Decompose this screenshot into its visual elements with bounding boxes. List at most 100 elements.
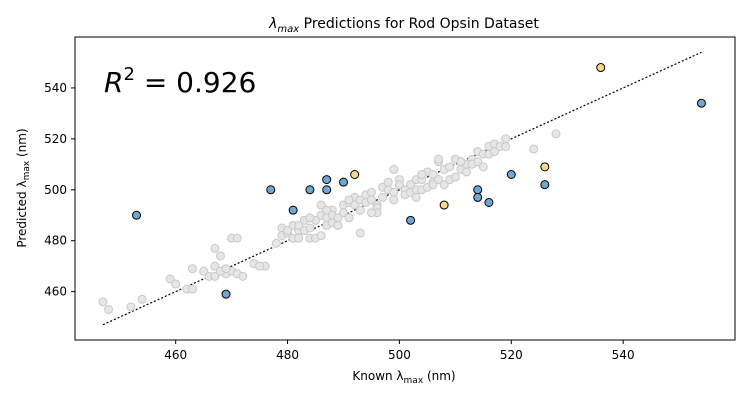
data-point-grey	[316, 200, 326, 210]
data-point-grey	[232, 233, 242, 243]
data-point-grey	[333, 220, 343, 230]
data-point-blue	[132, 210, 142, 220]
data-point-grey	[338, 208, 348, 218]
data-point-blue	[473, 192, 483, 202]
data-point-grey	[378, 192, 388, 202]
data-point-grey	[355, 228, 365, 238]
data-point-blue	[305, 185, 315, 195]
data-point-grey	[389, 187, 399, 197]
data-point-blue	[506, 169, 516, 179]
data-point-grey	[187, 264, 197, 274]
points-grey-series	[98, 129, 561, 314]
data-point-grey	[271, 238, 281, 248]
data-point-grey	[551, 129, 561, 139]
x-tick-label: 540	[612, 348, 635, 362]
data-point-grey	[428, 169, 438, 179]
data-point-yellow	[350, 169, 360, 179]
data-point-grey	[126, 302, 136, 312]
data-point-grey	[344, 195, 354, 205]
data-point-blue	[322, 185, 332, 195]
data-point-grey	[434, 154, 444, 164]
data-point-grey	[210, 243, 220, 253]
x-tick-label: 460	[164, 348, 187, 362]
data-point-grey	[316, 231, 326, 241]
data-point-grey	[501, 141, 511, 151]
data-point-yellow	[540, 162, 550, 172]
data-point-grey	[366, 187, 376, 197]
data-point-grey	[98, 297, 108, 307]
y-tick-label: 500	[44, 183, 67, 197]
data-point-grey	[350, 200, 360, 210]
chart-title: λmax Predictions for Rod Opsin Dataset	[268, 16, 539, 35]
data-point-grey	[238, 271, 248, 281]
data-point-grey	[428, 180, 438, 190]
x-axis-ticks: 460 480 500 520 540	[164, 340, 635, 362]
data-point-blue	[288, 205, 298, 215]
data-point-yellow	[596, 63, 606, 73]
y-tick-label: 540	[44, 81, 67, 95]
data-point-grey	[199, 266, 209, 276]
data-point-blue	[406, 215, 416, 225]
points-highlight-series	[132, 63, 706, 299]
data-point-grey	[439, 180, 449, 190]
x-tick-label: 500	[388, 348, 411, 362]
data-point-grey	[478, 162, 488, 172]
y-tick-label: 480	[44, 234, 67, 248]
data-point-grey	[394, 180, 404, 190]
data-point-grey	[294, 220, 304, 230]
data-point-grey	[366, 208, 376, 218]
data-point-grey	[529, 144, 539, 154]
x-tick-label: 520	[500, 348, 523, 362]
data-point-grey	[294, 233, 304, 243]
data-point-yellow	[439, 200, 449, 210]
data-point-grey	[255, 261, 265, 271]
data-point-blue	[322, 175, 332, 185]
data-point-grey	[165, 274, 175, 284]
plot-frame	[74, 36, 736, 341]
y-axis-label: Predicted λmax (nm)	[15, 128, 32, 247]
data-point-grey	[322, 205, 332, 215]
data-point-blue	[540, 180, 550, 190]
data-point-grey	[210, 271, 220, 281]
data-point-blue	[266, 185, 276, 195]
data-point-grey	[489, 147, 499, 157]
data-point-blue	[484, 198, 494, 208]
data-point-grey	[221, 264, 231, 274]
data-point-grey	[473, 157, 483, 167]
data-point-grey	[187, 284, 197, 294]
y-tick-label: 460	[44, 285, 67, 299]
data-point-grey	[137, 294, 147, 304]
data-point-grey	[383, 177, 393, 187]
data-point-grey	[215, 251, 225, 261]
data-point-grey	[501, 134, 511, 144]
x-tick-label: 480	[276, 348, 299, 362]
plot-area: 460 480 500 520 540 460 480 500 520 540	[44, 36, 736, 362]
y-axis-ticks: 460 480 500 520 540	[44, 81, 75, 299]
data-point-grey	[104, 304, 114, 314]
data-point-grey	[171, 279, 181, 289]
data-point-grey	[445, 162, 455, 172]
data-point-grey	[305, 223, 315, 233]
y-tick-label: 520	[44, 132, 67, 146]
x-axis-label: Known λmax (nm)	[352, 369, 455, 386]
data-point-grey	[344, 213, 354, 223]
data-point-blue	[221, 289, 231, 299]
r-squared-annotation: R2 = 0.926	[104, 64, 256, 99]
data-point-grey	[355, 205, 365, 215]
data-point-grey	[305, 213, 315, 223]
data-point-grey	[434, 175, 444, 185]
data-point-blue	[338, 177, 348, 187]
data-point-grey	[210, 261, 220, 271]
data-point-grey	[450, 172, 460, 182]
data-point-grey	[283, 226, 293, 236]
data-point-grey	[462, 167, 472, 177]
data-point-grey	[456, 157, 466, 167]
data-point-blue	[473, 185, 483, 195]
data-point-grey	[411, 192, 421, 202]
data-point-grey	[389, 164, 399, 174]
data-point-grey	[417, 169, 427, 179]
data-point-grey	[389, 195, 399, 205]
data-point-blue	[696, 98, 706, 108]
